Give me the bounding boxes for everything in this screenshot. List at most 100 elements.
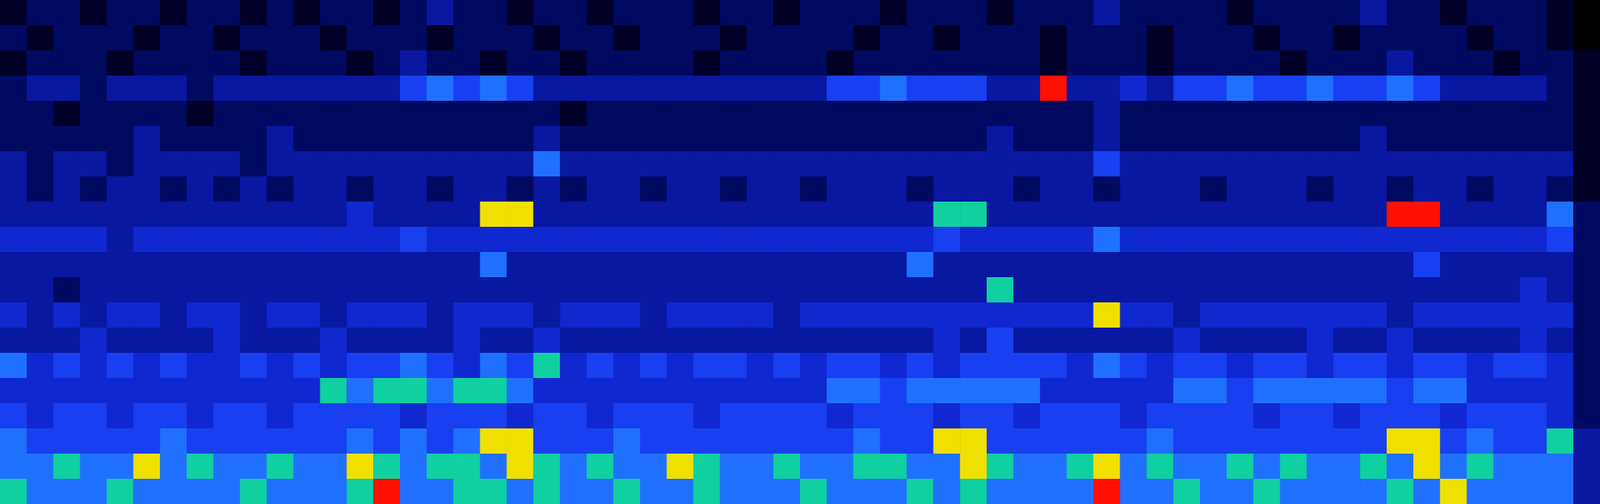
chart-container (0, 0, 1600, 504)
cell (773, 50, 800, 77)
cell (1226, 377, 1254, 404)
cell (1333, 403, 1360, 430)
cell (1200, 0, 1227, 26)
cell (1413, 125, 1441, 152)
cell (426, 201, 454, 228)
cell (1386, 125, 1414, 152)
cell (1280, 377, 1308, 404)
cell (1466, 478, 1494, 504)
cell (559, 201, 587, 228)
cell (533, 428, 560, 455)
cell (1466, 100, 1494, 127)
cell (1146, 25, 1174, 52)
cell (906, 277, 934, 304)
cell (853, 125, 881, 152)
cell (0, 352, 27, 379)
cell (133, 478, 160, 504)
cell (480, 75, 508, 102)
cell (666, 327, 694, 354)
cell (240, 0, 267, 26)
cell (1306, 277, 1334, 304)
cell (1146, 226, 1174, 253)
cell (1386, 352, 1414, 379)
cell (1146, 352, 1174, 379)
cell (186, 428, 214, 455)
cell (1013, 25, 1041, 52)
cell (1519, 25, 1547, 52)
cell (906, 478, 934, 504)
cell (613, 125, 641, 152)
cell (959, 125, 987, 152)
cell (1466, 201, 1494, 228)
cell (1040, 176, 1067, 203)
cell (719, 478, 747, 504)
cell (0, 251, 27, 278)
cell (1546, 403, 1574, 430)
cell (240, 125, 267, 152)
cell (906, 403, 934, 430)
cell (80, 251, 108, 278)
cell (1493, 327, 1521, 354)
cell (0, 151, 27, 178)
cell (240, 25, 267, 52)
cell (959, 352, 987, 379)
cell (746, 75, 774, 102)
cell (1493, 251, 1521, 278)
cell (186, 25, 214, 52)
cell (933, 302, 960, 329)
cell (1173, 251, 1200, 278)
cell (1226, 100, 1254, 127)
cell (1573, 25, 1600, 52)
cell (800, 377, 827, 404)
cell (1493, 25, 1521, 52)
cell (1546, 75, 1574, 102)
cell (640, 478, 667, 504)
cell (559, 478, 587, 504)
cell (159, 428, 187, 455)
heatmap-cells (0, 0, 1600, 504)
cell (800, 403, 827, 430)
cell (693, 251, 721, 278)
cell (1413, 100, 1441, 127)
cell (666, 352, 694, 379)
cell (533, 75, 560, 102)
cell (1066, 352, 1094, 379)
cell (453, 352, 481, 379)
cell (186, 226, 214, 253)
cell (400, 226, 427, 253)
cell (1173, 403, 1200, 430)
cell (159, 226, 187, 253)
cell (1440, 428, 1467, 455)
cell (1013, 50, 1041, 77)
cell (1093, 302, 1121, 329)
cell (559, 377, 587, 404)
cell (400, 428, 427, 455)
cell (213, 0, 241, 26)
cell (1333, 277, 1360, 304)
cell (1359, 50, 1387, 77)
cell (559, 176, 587, 203)
cell (1573, 226, 1600, 253)
cell (1119, 478, 1147, 504)
cell (26, 226, 54, 253)
cell (559, 75, 587, 102)
cell (959, 327, 987, 354)
cell (1306, 226, 1334, 253)
cell (1173, 176, 1200, 203)
cell (1013, 277, 1041, 304)
cell (1573, 377, 1600, 404)
cell (933, 0, 960, 26)
cell (640, 25, 667, 52)
cell (1013, 151, 1041, 178)
cell (213, 327, 241, 354)
cell (586, 100, 614, 127)
cell (426, 50, 454, 77)
cell (106, 100, 134, 127)
cell (559, 50, 587, 77)
cell (1200, 302, 1227, 329)
cell (0, 428, 27, 455)
cell (453, 0, 481, 26)
cell (959, 201, 987, 228)
cell (1386, 377, 1414, 404)
cell (1413, 50, 1441, 77)
